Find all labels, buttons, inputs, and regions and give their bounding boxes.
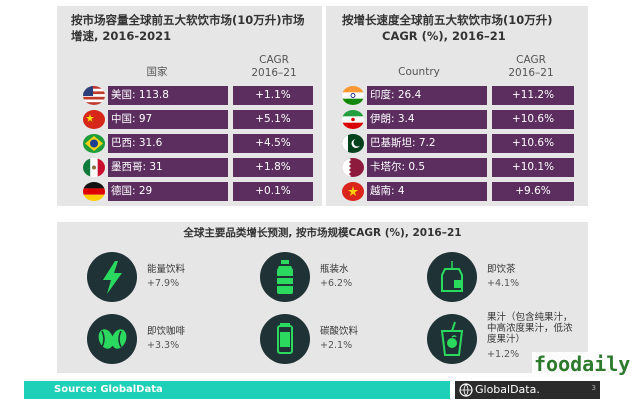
market-row-brazil: 巴西: 31.6 +4.5%: [83, 134, 313, 153]
title-line-1: 按市场容量全球前五大软饮市场(10万升)市场: [71, 13, 305, 27]
country-column-header: 国家: [146, 66, 168, 78]
category-name-line: 度果汁）: [487, 334, 526, 345]
title-line-1: 按增长速度全球前五大软饮市场(10万升): [342, 13, 553, 27]
category-name: 能量饮料: [147, 264, 186, 275]
cagr-column-header: CAGR 2016–21: [239, 54, 309, 80]
country-value: 伊朗: 3.4: [367, 110, 487, 129]
top-markets-by-growth-panel: 按增长速度全球前五大软饮市场(10万升) CAGR (%), 2016–21 C…: [326, 6, 588, 206]
cagr-value: +10.6%: [492, 110, 574, 129]
cagr-label: CAGR: [259, 54, 289, 66]
category-name-line: 中高浓度果汁，低浓: [487, 323, 573, 334]
mexico-flag-icon: [83, 158, 105, 177]
category-name: 碳酸饮料: [320, 326, 359, 337]
category-growth-panel: 全球主要品类增长预测, 按市场规模CAGR (%), 2016–21 能量饮料 …: [57, 222, 588, 373]
category-cagr: +3.3%: [147, 340, 180, 351]
country-value: 印度: 26.4: [367, 86, 487, 105]
soda-can-icon: [260, 314, 310, 364]
panel-title: 按市场容量全球前五大软饮市场(10万升)市场 增速, 2016-2021: [71, 12, 305, 44]
category-juice: 果汁（包含纯果汁， 中高浓度果汁，低浓 度果汁） +1.2%: [427, 312, 582, 369]
market-row-pakistan: 巴基斯坦: 7.2 +10.6%: [342, 134, 574, 153]
cagr-value: +0.1%: [233, 182, 313, 201]
category-name: 即饮咖啡: [147, 326, 186, 337]
country-value: 中国: 97: [108, 110, 228, 129]
panel-title: 全球主要品类增长预测, 按市场规模CAGR (%), 2016–21: [183, 227, 462, 239]
category-energy-drinks: 能量饮料 +7.9%: [87, 252, 227, 302]
source-text: Source: GlobalData: [54, 384, 163, 395]
globe-icon: [459, 383, 473, 397]
market-row-usa: 美国: 113.8 +1.1%: [83, 86, 313, 105]
cagr-label: CAGR: [516, 54, 546, 66]
category-carbonates: 碳酸饮料 +2.1%: [260, 314, 400, 364]
country-value: 卡塔尔: 0.5: [367, 158, 487, 177]
category-bottled-water: 瓶装水 +6.2%: [260, 252, 400, 302]
lightning-bolt-icon: [87, 252, 137, 302]
title-line-2: CAGR (%), 2016–21: [382, 29, 506, 43]
country-value: 越南: 4: [367, 182, 487, 201]
vietnam-flag-icon: [342, 182, 364, 201]
category-cagr: +6.2%: [320, 278, 353, 289]
page-number: 3: [591, 384, 596, 392]
tea-bag-icon: [427, 252, 477, 302]
panel-title: 按增长速度全球前五大软饮市场(10万升) CAGR (%), 2016–21: [342, 12, 553, 44]
category-name: 瓶装水: [320, 264, 349, 275]
cagr-value: +1.1%: [233, 86, 313, 105]
pakistan-flag-icon: [342, 134, 364, 153]
germany-flag-icon: [83, 182, 105, 201]
market-row-iran: 伊朗: 3.4 +10.6%: [342, 110, 574, 129]
category-cagr: +7.9%: [147, 278, 180, 289]
country-column-header: Country: [398, 66, 440, 78]
water-bottle-icon: [260, 252, 310, 302]
globaldata-logo: GlobalData.: [475, 383, 540, 396]
juice-cup-icon: [427, 314, 477, 364]
coffee-beans-icon: [87, 314, 137, 364]
country-value: 巴基斯坦: 7.2: [367, 134, 487, 153]
brazil-flag-icon: [83, 134, 105, 153]
cagr-value: +9.6%: [492, 182, 574, 201]
iran-flag-icon: [342, 110, 364, 129]
cagr-value: +10.1%: [492, 158, 574, 177]
source-footer: Source: GlobalData: [24, 381, 450, 399]
category-name-line: 果汁（包含纯果汁，: [487, 312, 573, 323]
category-cagr: +4.1%: [487, 278, 520, 289]
category-cagr: +1.2%: [487, 349, 520, 360]
category-rtd-tea: 即饮茶 +4.1%: [427, 252, 567, 302]
category-cagr: +2.1%: [320, 340, 353, 351]
market-row-mexico: 墨西哥: 31 +1.8%: [83, 158, 313, 177]
usa-flag-icon: [83, 86, 105, 105]
cagr-value: +1.8%: [233, 158, 313, 177]
market-row-china: 中国: 97 +5.1%: [83, 110, 313, 129]
market-row-vietnam: 越南: 4 +9.6%: [342, 182, 574, 201]
qatar-flag-icon: [342, 158, 364, 177]
cagr-period: 2016–21: [251, 67, 297, 79]
market-row-qatar: 卡塔尔: 0.5 +10.1%: [342, 158, 574, 177]
cagr-value: +10.6%: [492, 134, 574, 153]
title-line-2: 增速, 2016-2021: [71, 29, 172, 43]
top-markets-by-volume-panel: 按市场容量全球前五大软饮市场(10万升)市场 增速, 2016-2021 国家 …: [57, 6, 322, 206]
category-name: 即饮茶: [487, 264, 516, 275]
india-flag-icon: [342, 86, 364, 105]
category-name: 果汁（包含纯果汁， 中高浓度果汁，低浓 度果汁）: [487, 312, 573, 345]
globaldata-logo-bar: GlobalData. 3: [455, 381, 600, 399]
cagr-column-header: CAGR 2016–21: [496, 54, 566, 80]
cagr-period: 2016–21: [508, 67, 554, 79]
country-value: 巴西: 31.6: [108, 134, 228, 153]
cagr-value: +4.5%: [233, 134, 313, 153]
cagr-value: +5.1%: [233, 110, 313, 129]
country-value: 墨西哥: 31: [108, 158, 228, 177]
china-flag-icon: [83, 110, 105, 129]
market-row-india: 印度: 26.4 +11.2%: [342, 86, 574, 105]
country-value: 德国: 29: [108, 182, 228, 201]
foodaily-watermark: foodaily: [532, 352, 633, 376]
market-row-germany: 德国: 29 +0.1%: [83, 182, 313, 201]
country-value: 美国: 113.8: [108, 86, 228, 105]
category-rtd-coffee: 即饮咖啡 +3.3%: [87, 314, 227, 364]
cagr-value: +11.2%: [492, 86, 574, 105]
